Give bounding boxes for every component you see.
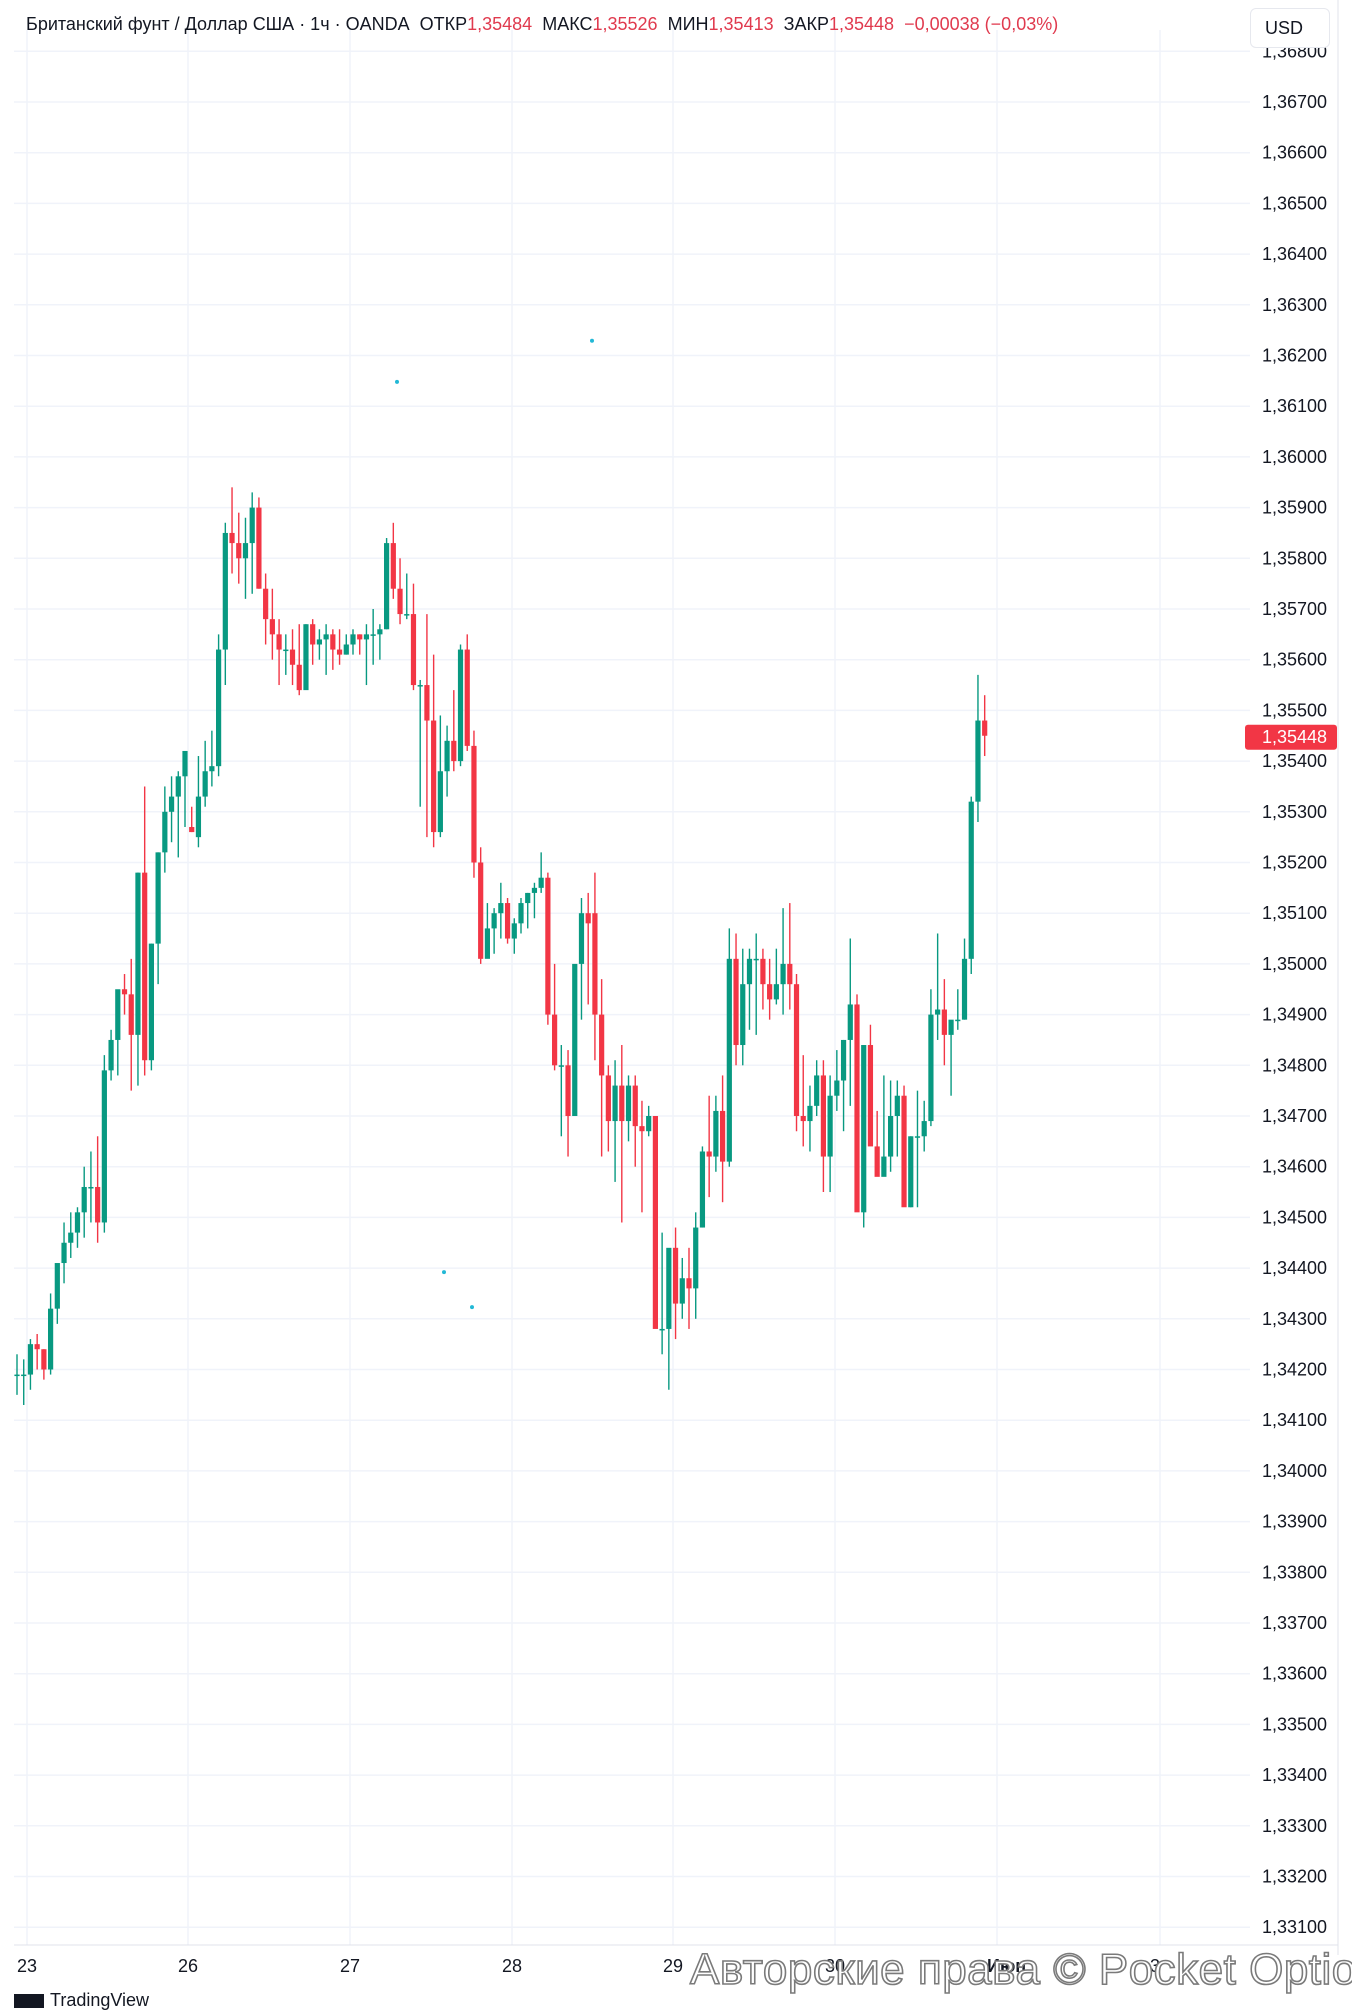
time-tick-label: 29 (663, 1956, 683, 1976)
low-value: 1,35413 (708, 14, 774, 34)
price-tick-label: 1,34700 (1262, 1106, 1327, 1126)
price-tick-label: 1,35200 (1262, 853, 1327, 873)
price-tick-label: 1,34100 (1262, 1410, 1327, 1430)
open-value: 1,35484 (467, 14, 533, 34)
high-value: 1,35526 (592, 14, 658, 34)
price-tick-label: 1,33700 (1262, 1613, 1327, 1633)
tv-logo-text: TradingView (50, 1990, 150, 2010)
price-tick-label: 1,33400 (1262, 1765, 1327, 1785)
symbol-title: Британский фунт / Доллар США · 1ч · OAND… (26, 14, 410, 34)
low-label: МИН (667, 14, 709, 34)
price-tick-label: 1,33200 (1262, 1867, 1327, 1887)
price-tick-label: 1,36200 (1262, 346, 1327, 366)
price-tick-label: 1,35300 (1262, 802, 1327, 822)
price-tick-label: 1,36500 (1262, 193, 1327, 213)
price-tick-label: 1,35700 (1262, 599, 1327, 619)
close-label: ЗАКР (783, 14, 829, 34)
price-tick-label: 1,36700 (1262, 92, 1327, 112)
price-tick-label: 1,35900 (1262, 498, 1327, 518)
currency-button[interactable]: USD (1250, 8, 1330, 48)
price-tick-label: 1,35600 (1262, 650, 1327, 670)
price-tick-label: 1,35100 (1262, 903, 1327, 923)
time-tick-label: Июн (987, 1956, 1026, 1976)
price-tick-label: 1,34400 (1262, 1258, 1327, 1278)
currency-label: USD (1265, 17, 1304, 38)
price-tick-label: 1,34800 (1262, 1055, 1327, 1075)
time-tick-label: 28 (502, 1956, 522, 1976)
marker-dot (470, 1305, 474, 1310)
chart-grid (14, 30, 1250, 1945)
price-tick-label: 1,34000 (1262, 1461, 1327, 1481)
price-tick-label: 1,33100 (1262, 1917, 1327, 1937)
price-tick-label: 1,33600 (1262, 1664, 1327, 1684)
price-tick-label: 1,35500 (1262, 700, 1327, 720)
marker-dot (590, 338, 594, 343)
last-price-label: 1,35448 (1245, 724, 1337, 750)
marker-dot (395, 379, 399, 384)
time-tick-label: 3 (1150, 1956, 1160, 1976)
tradingview-logo[interactable]: TradingView (14, 1990, 149, 2011)
price-tick-label: 1,36400 (1262, 244, 1327, 264)
open-label: ОТКР (419, 14, 468, 34)
price-tick-label: 1,35800 (1262, 548, 1327, 568)
price-tick-label: 1,36600 (1262, 143, 1327, 163)
time-tick-label: 30 (825, 1956, 845, 1976)
price-tick-label: 1,34200 (1262, 1360, 1327, 1380)
time-axis[interactable]: 23 26 27 28 29 30 Июн 3 (17, 1956, 1160, 1976)
close-value: 1,35448 (829, 14, 895, 34)
chart-markers (395, 338, 594, 1310)
watermark: Авторские права © Pocket Option (689, 1944, 1352, 1995)
time-tick-label: 23 (17, 1956, 37, 1976)
price-axis[interactable]: 1,368001,367001,366001,365001,364001,363… (1262, 41, 1327, 1937)
price-tick-label: 1,36100 (1262, 396, 1327, 416)
price-tick-label: 1,35400 (1262, 751, 1327, 771)
price-tick-label: 1,34900 (1262, 1005, 1327, 1025)
price-tick-label: 1,33500 (1262, 1714, 1327, 1734)
time-tick-label: 26 (178, 1956, 198, 1976)
tv-logo-icon (14, 1994, 44, 2009)
high-label: МАКС (542, 14, 593, 34)
price-tick-label: 1,34600 (1262, 1157, 1327, 1177)
candles (14, 487, 988, 1405)
price-tick-label: 1,33800 (1262, 1562, 1327, 1582)
price-tick-label: 1,36300 (1262, 295, 1327, 315)
price-tick-label: 1,33300 (1262, 1816, 1327, 1836)
price-tick-label: 1,34500 (1262, 1207, 1327, 1227)
time-tick-label: 27 (340, 1956, 360, 1976)
price-tick-label: 1,34300 (1262, 1309, 1327, 1329)
svg-text:1,35448: 1,35448 (1262, 727, 1327, 747)
marker-dot (442, 1270, 446, 1275)
price-tick-label: 1,36000 (1262, 447, 1327, 467)
change-value: −0,00038 (−0,03%) (904, 14, 1059, 34)
price-tick-label: 1,33900 (1262, 1512, 1327, 1532)
chart-legend: Британский фунт / Доллар США · 1ч · OAND… (26, 14, 1058, 35)
price-tick-label: 1,35000 (1262, 954, 1327, 974)
